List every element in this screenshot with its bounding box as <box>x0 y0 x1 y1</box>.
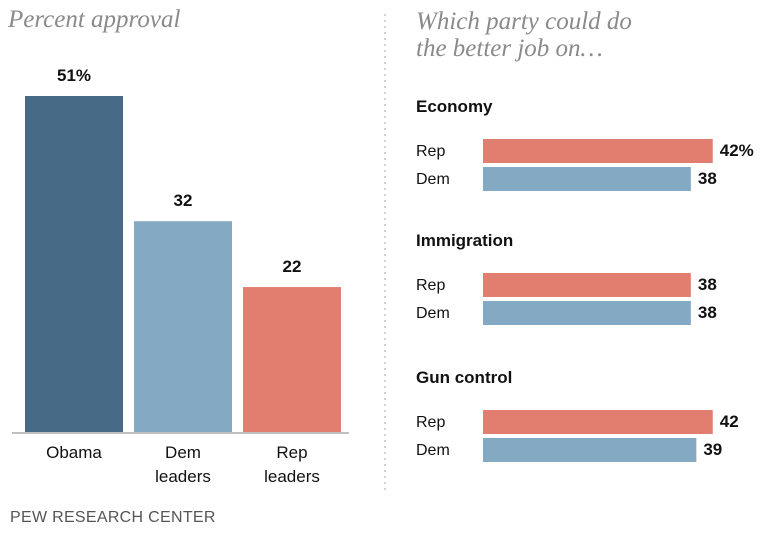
hbar-2-dem <box>483 301 691 325</box>
hbar-value-3-rep: 42 <box>720 412 739 431</box>
row-label-1-dem: Dem <box>416 171 450 188</box>
hbar-3-dem <box>483 438 697 462</box>
bar-value-label-1: 51% <box>57 66 91 85</box>
category-label-3-line-2: leaders <box>264 467 320 486</box>
group-title-3: Gun control <box>416 368 512 387</box>
party-chart-title: Which party could do the better job on… <box>416 8 756 62</box>
source-footer: PEW RESEARCH CENTER <box>10 509 216 526</box>
hbar-2-rep <box>483 273 691 297</box>
hbar-3-rep <box>483 410 713 434</box>
group-title-2: Immigration <box>416 231 513 250</box>
group-title-1: Economy <box>416 97 493 116</box>
hbar-value-3-dem: 39 <box>703 440 722 459</box>
hbar-value-2-dem: 38 <box>698 303 717 322</box>
bar-2 <box>134 221 232 432</box>
hbar-value-1-rep: 42% <box>720 141 754 160</box>
row-label-2-dem: Dem <box>416 305 450 322</box>
category-label-2-line-1: Dem <box>165 443 201 462</box>
party-chart-title-line-2: the better job on… <box>416 35 603 62</box>
bar-value-label-2: 32 <box>174 191 193 210</box>
category-label-1-line-1: Obama <box>46 443 102 462</box>
hbar-value-1-dem: 38 <box>698 169 717 188</box>
row-label-2-rep: Rep <box>416 277 445 294</box>
bar-1 <box>25 96 123 432</box>
row-label-1-rep: Rep <box>416 143 445 160</box>
bar-value-label-3: 22 <box>283 257 302 276</box>
bar-3 <box>243 287 341 432</box>
category-label-2-line-2: leaders <box>155 467 211 486</box>
hbar-value-2-rep: 38 <box>698 275 717 294</box>
row-label-3-rep: Rep <box>416 414 445 431</box>
category-label-3-line-1: Rep <box>276 443 307 462</box>
party-chart-title-line-1: Which party could do <box>416 8 632 35</box>
approval-chart-title: Percent approval <box>8 6 181 33</box>
row-label-3-dem: Dem <box>416 442 450 459</box>
hbar-1-rep <box>483 139 713 163</box>
hbar-1-dem <box>483 167 691 191</box>
